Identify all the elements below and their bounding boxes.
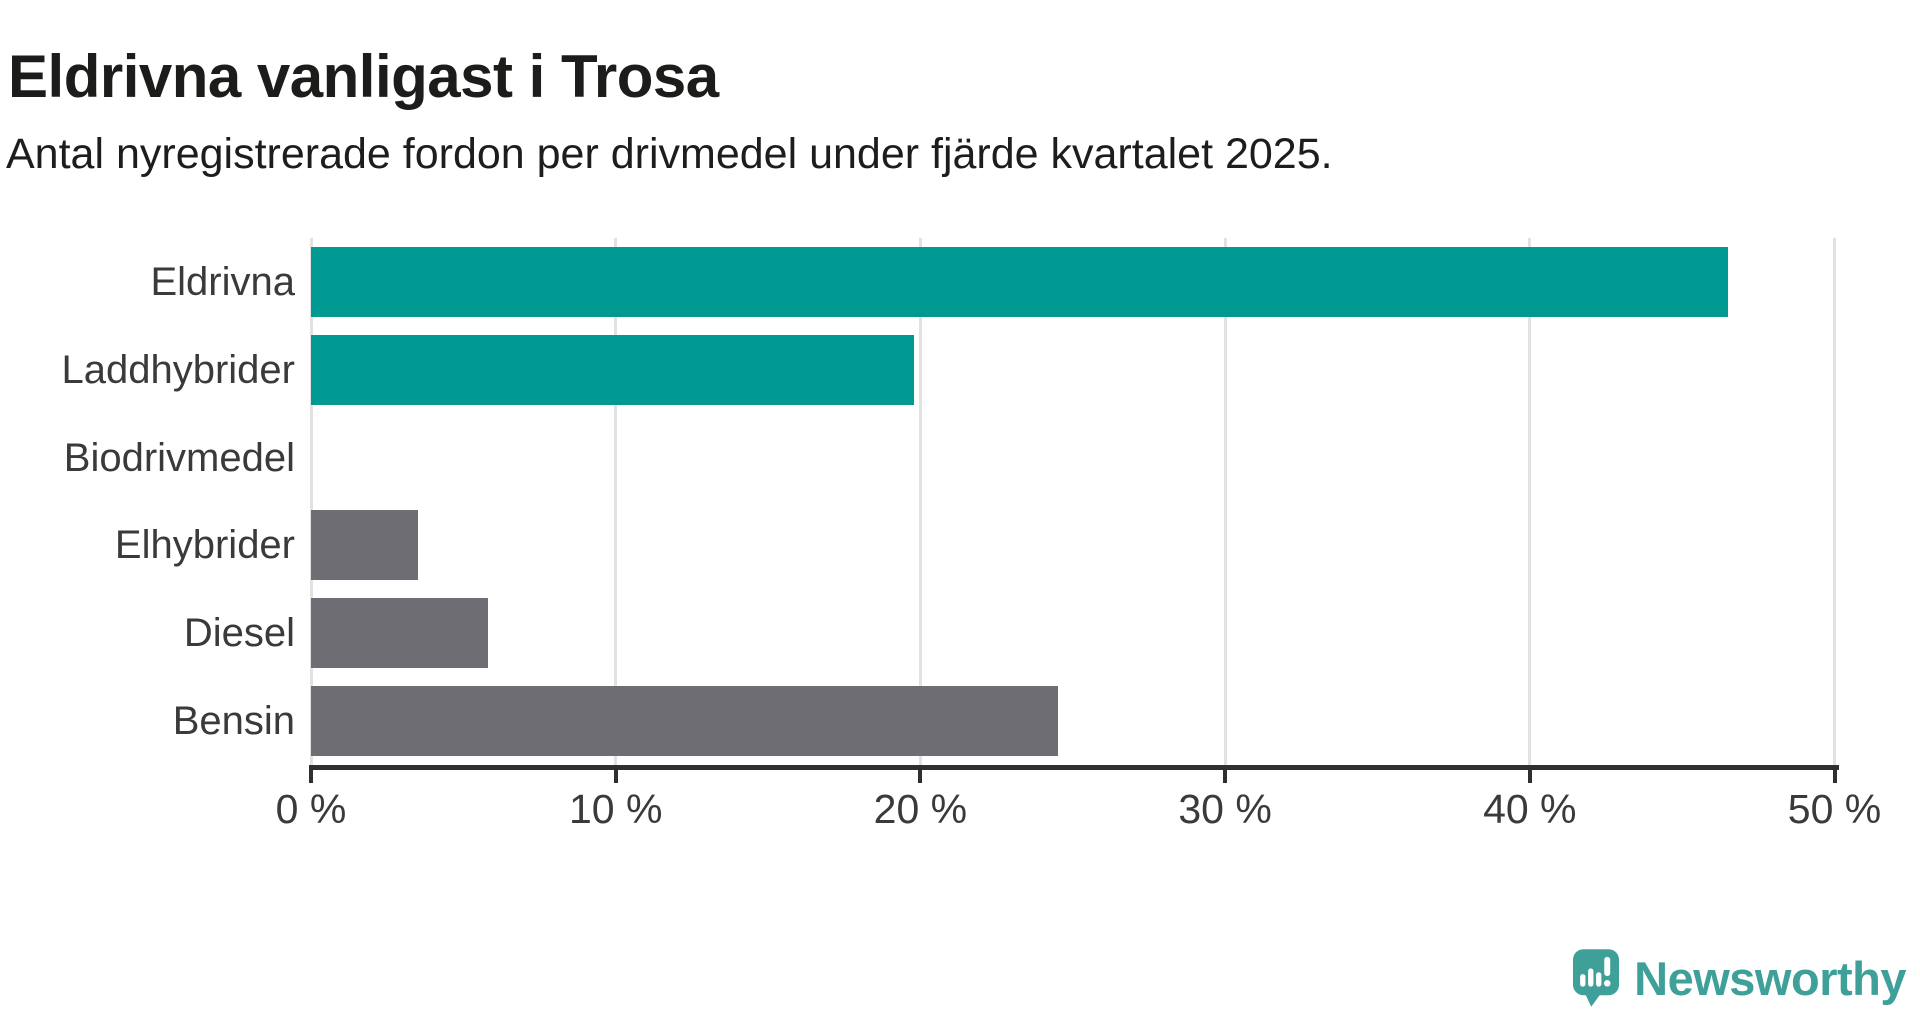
bar-elhybrider — [311, 510, 418, 581]
x-axis-tick-50 — [1832, 765, 1837, 783]
category-label-bensin: Bensin — [172, 699, 295, 744]
bar-eldrivna — [311, 246, 1728, 317]
x-axis-line — [311, 765, 1839, 770]
x-axis-tick-40 — [1527, 765, 1532, 783]
x-axis-tick-label-50: 50 % — [1787, 786, 1882, 832]
bar-diesel — [311, 598, 488, 669]
x-axis-tick-label-30: 30 % — [1178, 786, 1272, 832]
newsworthy-speech-bubble-chart-icon — [1573, 949, 1620, 1007]
category-label-elhybrider: Elhybrider — [114, 523, 295, 568]
gridline-40 — [1528, 238, 1532, 765]
x-axis-tick-label-20: 20 % — [873, 786, 968, 832]
x-axis-tick-30 — [1223, 765, 1228, 783]
gridline-50 — [1833, 238, 1836, 765]
bar-bensin — [311, 686, 1058, 757]
gridline-0 — [309, 238, 313, 765]
x-axis-tick-label-0: 0 % — [275, 786, 347, 832]
x-axis-tick-20 — [918, 765, 923, 783]
category-label-biodrivmedel: Biodrivmedel — [63, 435, 295, 480]
newsworthy-logo-text: Newsworthy — [1634, 951, 1906, 1005]
category-label-diesel: Diesel — [183, 611, 295, 656]
chart-subtitle: Antal nyregistrerade fordon per drivmede… — [6, 130, 1333, 178]
x-axis-tick-label-10: 10 % — [568, 786, 663, 832]
x-axis-tick-0 — [309, 765, 313, 783]
gridline-20 — [918, 238, 922, 765]
gridline-30 — [1223, 238, 1227, 765]
bar-chart: Eldrivna Laddhybrider Biodrivmedel Elhybrid… — [0, 238, 1920, 838]
category-label-eldrivna: Eldrivna — [150, 259, 295, 304]
x-axis-tick-10 — [613, 765, 618, 783]
gridline-10 — [614, 238, 618, 765]
bar-laddhybrider — [311, 334, 915, 405]
category-label-laddhybrider: Laddhybrider — [61, 347, 296, 392]
x-axis-tick-label-40: 40 % — [1483, 786, 1577, 832]
newsworthy-logo: Newsworthy — [1572, 948, 1906, 1008]
page-title: Eldrivna vanligast i Trosa — [8, 43, 719, 111]
